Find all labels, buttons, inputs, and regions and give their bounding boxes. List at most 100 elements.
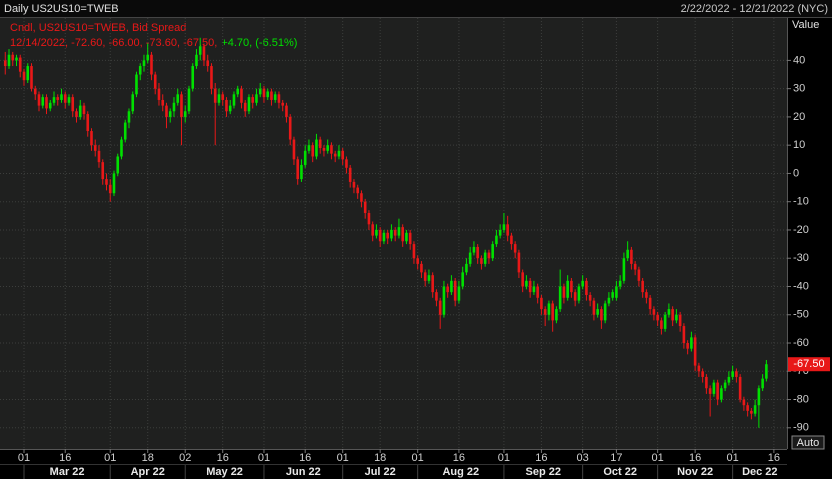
candle-body [217, 94, 221, 103]
candle-body [450, 280, 453, 293]
candle-body [63, 94, 67, 103]
candle-body [60, 94, 63, 100]
candle-body [727, 376, 731, 383]
x-tick-label: 17 [610, 452, 622, 464]
candle-body [352, 181, 356, 188]
candle-body [153, 74, 157, 89]
candle-body [701, 371, 704, 377]
candle-body [502, 224, 506, 230]
candle-body [543, 309, 547, 315]
plot-area [0, 18, 787, 449]
candle-body [555, 309, 558, 321]
x-tick-label: 16 [768, 452, 780, 464]
x-tick-label: 18 [142, 452, 154, 464]
candle-body [198, 46, 202, 55]
candle-body [206, 60, 210, 67]
candle-body [472, 246, 476, 253]
candle-body [221, 94, 225, 100]
candle-body [371, 224, 374, 236]
candle-body [453, 280, 457, 301]
candle-body [228, 105, 232, 112]
x-tick-label: 01 [498, 452, 510, 464]
candle-body [536, 286, 539, 298]
month-label: Apr 22 [131, 466, 165, 478]
candle-body [637, 269, 641, 281]
candle-body [498, 229, 502, 236]
candle-body [90, 131, 93, 146]
candle-body [382, 232, 386, 242]
candle-body [33, 88, 37, 95]
candle-body [746, 405, 749, 411]
candle-body [67, 97, 71, 103]
candle-body [285, 105, 288, 117]
chart-title: Daily US2US10=TWEB [4, 3, 119, 15]
candle-body [7, 54, 11, 67]
candle-body [551, 303, 554, 321]
candle-body [195, 54, 198, 67]
candle-body [15, 57, 18, 61]
candle-body [435, 292, 438, 301]
candle-body [236, 88, 240, 95]
candle-body [3, 60, 7, 67]
candle-body [738, 376, 742, 400]
candle-body [607, 297, 611, 304]
candle-body [720, 388, 723, 400]
candle-body [225, 99, 228, 112]
candle-body [161, 99, 165, 106]
legend-name: Cndl, US2US10=TWEB, Bid Spread [10, 22, 186, 34]
auto-button[interactable] [791, 435, 825, 450]
candle-body [255, 94, 258, 103]
y-tick-label: 10 [793, 139, 805, 151]
candle-body [408, 232, 412, 245]
candle-body [663, 314, 667, 329]
candle-body [735, 371, 738, 377]
candle-body [322, 148, 326, 151]
candle-body [120, 139, 123, 157]
candle-body [723, 382, 727, 389]
candle-body [476, 246, 479, 259]
candle-body [630, 249, 633, 264]
candle-body [510, 235, 513, 245]
x-tick-label: 01 [727, 452, 739, 464]
candle-body [483, 252, 487, 264]
candle-body [296, 159, 300, 180]
month-label: Mar 22 [50, 466, 85, 478]
candle-body [378, 229, 382, 242]
y-tick-label: 20 [793, 111, 805, 123]
candle-body [618, 280, 622, 287]
candle-body [11, 54, 15, 61]
last-value-label: -67.50 [793, 358, 824, 370]
candle-body [690, 337, 693, 349]
candle-body [360, 193, 363, 202]
candle-body [716, 382, 719, 400]
candle-body [431, 275, 434, 293]
candle-body [363, 201, 367, 214]
candle-body [165, 105, 168, 117]
auto-button-label[interactable]: Auto [797, 437, 820, 449]
candle-body [341, 150, 344, 160]
candle-body [262, 88, 266, 98]
candle-body [146, 54, 150, 61]
month-label: Jun 22 [286, 466, 321, 478]
candle-body [78, 105, 82, 117]
candle-body [105, 179, 108, 185]
candle-body [18, 57, 22, 72]
candle-body [86, 114, 90, 132]
candle-body [101, 162, 105, 180]
candle-body [277, 94, 281, 103]
candle-body [750, 410, 753, 414]
candle-body [213, 88, 217, 103]
candle-body [390, 229, 393, 239]
candle-body [82, 105, 86, 115]
candle-body [667, 309, 671, 315]
y-tick-label: 40 [793, 54, 805, 66]
candle-body [183, 111, 187, 117]
candle-body [112, 173, 116, 194]
candle-body [603, 303, 607, 321]
candle-body [45, 97, 48, 109]
x-tick-label: 01 [104, 452, 116, 464]
candle-body [585, 280, 588, 295]
candle-body [487, 252, 491, 259]
candle-body [742, 399, 746, 406]
